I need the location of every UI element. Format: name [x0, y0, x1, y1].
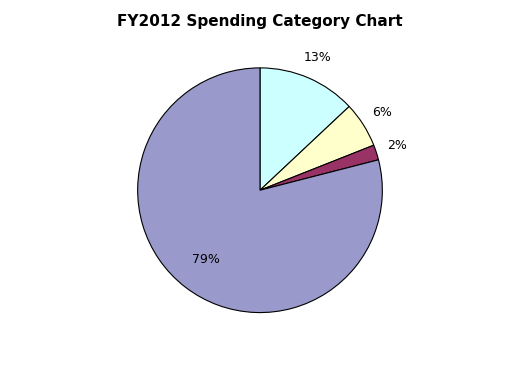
- Wedge shape: [260, 145, 379, 190]
- Text: 79%: 79%: [192, 253, 220, 266]
- Wedge shape: [138, 68, 382, 313]
- Wedge shape: [260, 68, 349, 190]
- Wedge shape: [260, 106, 374, 190]
- Text: 13%: 13%: [304, 51, 331, 64]
- Text: 2%: 2%: [387, 139, 407, 152]
- Title: FY2012 Spending Category Chart: FY2012 Spending Category Chart: [117, 14, 403, 29]
- Text: 6%: 6%: [372, 106, 392, 119]
